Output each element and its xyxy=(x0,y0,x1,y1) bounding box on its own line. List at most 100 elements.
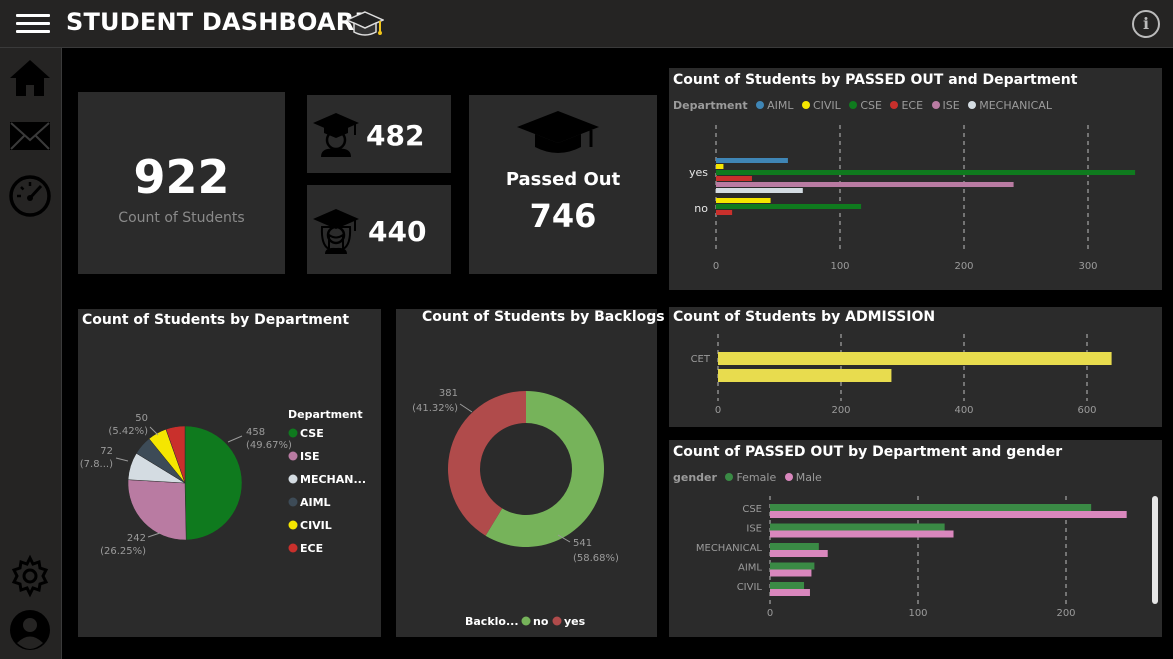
graduation-cap-icon xyxy=(346,11,384,36)
y-axis-label: MECHANICAL xyxy=(696,543,763,554)
legend-label: no xyxy=(533,615,549,628)
x-tick-label: 0 xyxy=(767,608,773,619)
graduation-cap-icon xyxy=(517,111,599,153)
passed-out-department-chart: Count of Students by PASSED OUT and Depa… xyxy=(669,68,1162,290)
legend-dot-icon xyxy=(288,474,298,484)
bar-female-civil xyxy=(770,582,805,589)
pie-slice-ece xyxy=(165,425,186,484)
data-label-pct: (41.32%) xyxy=(412,403,458,414)
legend-dot-icon xyxy=(968,101,977,109)
bar-civil-no xyxy=(716,198,771,203)
bar-male-mechanical xyxy=(770,550,828,557)
y-axis-label: CIVIL xyxy=(737,582,763,593)
male-students-value: 482 xyxy=(366,119,425,152)
mail-icon[interactable] xyxy=(8,114,52,158)
legend-label: ISE xyxy=(300,450,320,463)
total-students-value: 922 xyxy=(133,150,230,204)
x-tick-label: 200 xyxy=(954,261,973,272)
legend-item[interactable]: ECE xyxy=(885,99,923,112)
x-tick-label: 200 xyxy=(831,405,850,416)
sidebar xyxy=(0,48,62,659)
legend-item[interactable]: Male xyxy=(780,471,822,484)
data-label: 458 xyxy=(246,427,265,438)
leader-line xyxy=(149,426,159,436)
chart-title: Count of PASSED OUT by Department and ge… xyxy=(673,444,1063,460)
legend-item[interactable]: AIML xyxy=(751,99,793,112)
bar-male-cse xyxy=(770,511,1127,518)
bar-ece-yes xyxy=(716,176,752,181)
legend-item[interactable]: Female xyxy=(720,471,776,484)
legend-item[interactable]: CIVIL xyxy=(797,99,841,112)
home-icon[interactable] xyxy=(8,56,52,100)
leader-line xyxy=(227,435,243,443)
top-bar: STUDENT DASHBOARD i xyxy=(0,0,1173,48)
bar-female-aiml xyxy=(770,562,815,570)
department-pie-svg: 458 (49.67%) 242 (26.25%) 72 (7.8...) 50 (5.42%… xyxy=(80,408,366,557)
admission-chart: Count of Students by ADMISSION 0 200 400 60… xyxy=(669,307,1162,427)
x-tick-label: 0 xyxy=(715,405,721,416)
passed-out-gender-svg: 0 100 200 CSE ISE MECHANICAL AIML CIVIL xyxy=(696,496,1127,619)
data-label: 50 xyxy=(135,413,148,424)
legend-dot-icon xyxy=(725,473,734,481)
settings-icon[interactable] xyxy=(8,554,52,598)
female-students-value: 440 xyxy=(368,215,427,248)
y-axis-label: no xyxy=(694,202,708,215)
male-students-card: 482 xyxy=(307,95,451,173)
y-axis-label: ISE xyxy=(746,524,762,535)
legend-item[interactable]: ISE xyxy=(927,99,960,112)
legend-label: CSE xyxy=(300,427,324,440)
female-graduate-icon xyxy=(313,209,359,254)
bar-civil-yes xyxy=(716,164,724,169)
pie-slice-cse xyxy=(184,425,243,541)
chart-title: Count of Students by ADMISSION xyxy=(673,309,936,325)
bar-male-aiml xyxy=(770,569,812,577)
bar-male-ise xyxy=(770,530,954,538)
legend-dot-icon xyxy=(552,616,562,626)
legend-label: MECHAN... xyxy=(300,473,366,486)
passed-out-label: Passed Out xyxy=(505,169,621,190)
gauge-icon[interactable] xyxy=(8,174,52,218)
leader-line xyxy=(115,457,129,462)
legend-item[interactable]: CSE xyxy=(844,99,882,112)
legend-dot-icon xyxy=(931,101,940,109)
legend-dot-icon xyxy=(288,428,298,438)
legend-dot-icon xyxy=(288,451,298,461)
bar-aiml-yes xyxy=(716,158,788,163)
chart-title: Count of Students by Backlogs xyxy=(422,309,665,325)
data-label-pct: (58.68%) xyxy=(573,553,619,564)
pie-slice-ise xyxy=(127,479,187,541)
info-icon[interactable]: i xyxy=(1132,10,1160,38)
legend-dot-icon xyxy=(756,101,765,109)
bar-ece-no xyxy=(716,210,733,215)
chart-legend: Department AIML CIVIL CSE ECE ISE MECHAN… xyxy=(673,99,1052,112)
scrollbar[interactable] xyxy=(1152,496,1158,604)
x-tick-label: 100 xyxy=(908,608,927,619)
bar-female-ise xyxy=(770,523,945,531)
bar-female-cse xyxy=(770,504,1092,511)
data-label: 541 xyxy=(573,538,592,549)
backlogs-donut-svg: 381 (41.32%) 541 (58.68%) Backlo... no yes xyxy=(412,388,619,628)
legend-item[interactable]: MECHANICAL xyxy=(963,99,1052,112)
chart-legend: gender Female Male xyxy=(673,471,822,484)
app-title: STUDENT DASHBOARD xyxy=(66,8,375,36)
legend-dot-icon xyxy=(784,473,793,481)
y-axis-label: CSE xyxy=(742,504,762,515)
data-label-pct: (7.8...) xyxy=(80,459,113,470)
chart-title: Count of Students by PASSED OUT and Depa… xyxy=(673,72,1078,88)
legend-title: Department xyxy=(673,99,748,112)
legend-dot-icon xyxy=(288,497,298,507)
data-label-pct: (5.42%) xyxy=(108,426,148,437)
hamburger-menu-icon[interactable] xyxy=(16,10,50,38)
legend-dot-icon xyxy=(288,520,298,530)
data-label: 381 xyxy=(439,388,458,399)
legend-dot-icon xyxy=(521,616,531,626)
bar-mechanical-yes xyxy=(716,188,803,193)
total-students-label: Count of Students xyxy=(118,210,245,226)
backlogs-donut-chart: Count of Students by Backlogs 381 (41.32%… xyxy=(396,309,665,637)
legend-title: Backlo... xyxy=(465,615,519,628)
passed-out-gender-chart: Count of PASSED OUT by Department and ge… xyxy=(669,440,1162,637)
data-label-pct: (49.67%) xyxy=(246,440,292,451)
user-icon[interactable] xyxy=(8,608,52,652)
x-tick-label: 600 xyxy=(1077,405,1096,416)
leader-line xyxy=(557,534,571,543)
